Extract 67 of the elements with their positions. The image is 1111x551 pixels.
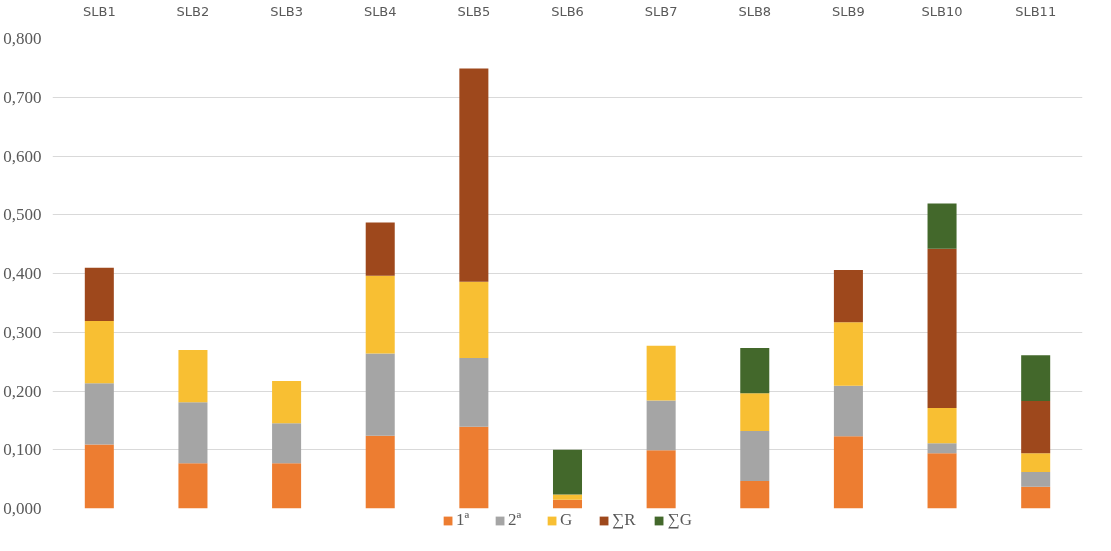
y-tick-label: 0,000 <box>3 499 42 518</box>
x-tick-label: SLB10 <box>921 3 963 19</box>
bar <box>1021 472 1051 487</box>
bar <box>365 222 395 276</box>
bar <box>365 275 395 354</box>
bar <box>552 499 583 509</box>
bar <box>272 423 302 464</box>
bar <box>1021 486 1051 509</box>
legend-label: 2ª <box>508 510 523 530</box>
bar <box>833 322 863 386</box>
bar <box>84 267 114 322</box>
legend-label: ∑R <box>612 510 636 530</box>
x-tick-label: SLB2 <box>176 3 210 19</box>
legend-label: 1ª <box>456 510 471 530</box>
bar <box>833 269 863 323</box>
bar <box>740 430 770 481</box>
x-tick-label: SLB4 <box>363 3 397 19</box>
y-tick-label: 0,100 <box>3 440 42 460</box>
bar <box>552 449 583 495</box>
bar <box>833 436 863 509</box>
bar <box>1021 400 1051 454</box>
bar <box>740 480 770 509</box>
legend-label: ∑G <box>667 510 692 530</box>
bar <box>178 402 208 464</box>
bar <box>459 68 489 282</box>
bar <box>927 408 957 444</box>
y-tick-label: 0,300 <box>3 322 42 342</box>
x-tick-label: SLB3 <box>270 3 303 19</box>
y-tick-label: 0,700 <box>3 87 42 107</box>
bar <box>927 203 957 249</box>
bar <box>459 426 489 509</box>
bar <box>927 443 957 454</box>
bar <box>178 349 208 403</box>
bar <box>740 393 770 431</box>
x-tick-label: SLB8 <box>738 3 772 19</box>
bar <box>272 381 302 424</box>
y-tick-label: 0,200 <box>3 381 42 401</box>
bar <box>833 385 863 437</box>
y-tick-label: 0,800 <box>3 29 42 48</box>
bar <box>646 400 676 451</box>
y-tick-label: 0,400 <box>3 264 42 283</box>
bar <box>178 463 208 509</box>
x-tick-label: SLB9 <box>832 3 865 19</box>
bar <box>365 435 395 509</box>
x-tick-label: SLB5 <box>457 3 491 19</box>
bar <box>272 463 302 509</box>
bar <box>552 494 583 500</box>
bar <box>740 348 770 394</box>
bar <box>84 321 114 384</box>
bar <box>459 281 489 359</box>
x-tick-label: SLB11 <box>1015 3 1057 19</box>
x-tick-label: SLB7 <box>644 3 678 19</box>
bar <box>365 353 395 436</box>
bar <box>1021 355 1051 401</box>
bar <box>646 450 676 509</box>
legend-label: G <box>560 510 574 530</box>
y-tick-label: 0,500 <box>3 205 42 225</box>
y-tick-label: 0,600 <box>3 146 42 166</box>
bar <box>84 383 114 445</box>
bar <box>84 444 114 509</box>
bar <box>1021 453 1051 473</box>
bar <box>927 248 957 409</box>
bar <box>459 358 489 427</box>
x-tick-label: SLB6 <box>551 3 584 19</box>
bar <box>927 453 957 509</box>
bar <box>646 345 676 401</box>
x-tick-label: SLB1 <box>82 3 116 19</box>
